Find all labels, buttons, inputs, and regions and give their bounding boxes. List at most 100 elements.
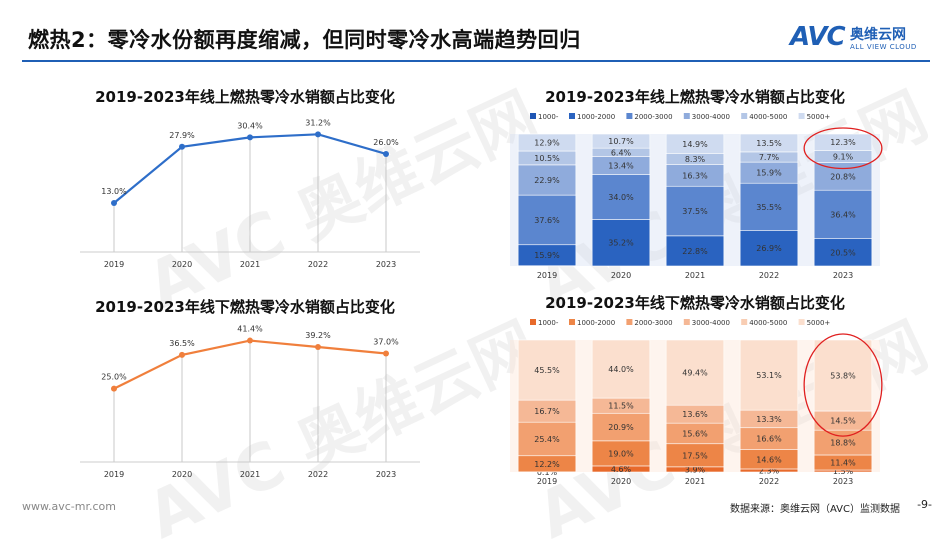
x-tick-label: 2019 <box>537 271 557 280</box>
x-tick-label: 2021 <box>240 470 260 479</box>
segment-label: 35.5% <box>756 203 782 212</box>
avc-logo: AVC 奥维云网 ALL VIEW CLOUD <box>790 20 930 60</box>
data-point <box>247 134 253 140</box>
legend-swatch <box>799 113 805 119</box>
data-point <box>111 386 117 392</box>
legend-label: 1000-2000 <box>577 319 615 327</box>
legend-swatch <box>684 113 690 119</box>
segment-label: 20.9% <box>608 423 634 432</box>
segment-label: 22.9% <box>534 176 560 185</box>
online-stack-svg: 2019-2023年线上燃热零冷水销额占比变化 1000- 1000-2000 200… <box>500 84 890 284</box>
segment-label: 4.6% <box>611 465 632 474</box>
x-tick-label: 2020 <box>611 271 631 280</box>
legend-label: 3000-4000 <box>692 113 730 121</box>
logo-mark: AVC <box>790 22 845 52</box>
online-line-svg: 2019-2023年线上燃热零冷水销额占比变化 13.0% 2019 27.9% 202… <box>60 80 430 275</box>
x-tick-label: 2021 <box>685 477 705 486</box>
x-tick-label: 2022 <box>759 477 779 486</box>
logo-cn-text: 奥维云网 <box>850 24 906 44</box>
segment-label: 11.4% <box>830 458 856 467</box>
data-label: 26.0% <box>373 138 399 147</box>
data-label: 27.9% <box>169 131 195 140</box>
segment-label: 37.5% <box>682 207 708 216</box>
x-tick-label: 2021 <box>240 260 260 269</box>
segment-label: 26.9% <box>756 244 782 253</box>
x-tick-label: 2023 <box>833 271 853 280</box>
offline-stack-svg: 2019-2023年线下燃热零冷水销额占比变化 1000- 1000-2000 200… <box>500 290 890 488</box>
legend-label: 4000-5000 <box>749 113 787 121</box>
segment-label: 6.4% <box>611 148 632 157</box>
x-tick-label: 2020 <box>172 470 192 479</box>
segment-label: 20.5% <box>830 248 856 257</box>
x-tick-label: 2022 <box>308 260 328 269</box>
x-tick-label: 2022 <box>759 271 779 280</box>
logo-en-text: ALL VIEW CLOUD <box>850 43 917 51</box>
chart-online-stack: 2019-2023年线上燃热零冷水销额占比变化 1000- 1000-2000 200… <box>500 84 890 284</box>
x-tick-label: 2020 <box>611 477 631 486</box>
segment-label: 16.6% <box>756 435 782 444</box>
legend-swatch <box>741 113 747 119</box>
legend-swatch <box>799 319 805 325</box>
x-tick-label: 2020 <box>172 260 192 269</box>
legend-label: 2000-3000 <box>634 113 672 121</box>
data-point <box>111 200 117 206</box>
segment-label: 17.5% <box>682 451 708 460</box>
data-label: 31.2% <box>305 118 331 127</box>
legend-label: 5000+ <box>807 319 831 327</box>
segment-label: 16.3% <box>682 171 708 180</box>
offline-line-svg: 2019-2023年线下燃热零冷水销额占比变化25.0%201936.5%202… <box>60 290 430 485</box>
data-point <box>315 131 321 137</box>
segment-label: 34.0% <box>608 193 634 202</box>
data-label: 37.0% <box>373 337 399 346</box>
data-point <box>247 338 253 344</box>
legend-swatch <box>569 113 575 119</box>
x-tick-label: 2019 <box>104 260 124 269</box>
data-label: 25.0% <box>101 373 127 382</box>
segment-label: 12.2% <box>534 460 560 469</box>
segment-label: 53.1% <box>756 371 782 380</box>
segment-label: 13.3% <box>756 415 782 424</box>
data-point <box>383 151 389 157</box>
segment-label: 20.8% <box>830 172 856 181</box>
segment-label: 49.4% <box>682 369 708 378</box>
page-title: 燃热2：零冷水份额再度缩减，但同时零冷水高端趋势回归 <box>28 24 581 54</box>
legend-label: 1000- <box>538 113 559 121</box>
segment-label: 18.8% <box>830 439 856 448</box>
chart-title: 2019-2023年线下燃热零冷水销额占比变化 <box>545 294 845 312</box>
data-label: 30.4% <box>237 121 263 130</box>
chart-title: 2019-2023年线上燃热零冷水销额占比变化 <box>545 88 845 106</box>
page-number: -9- <box>917 498 932 511</box>
legend-label: 5000+ <box>807 113 831 121</box>
x-tick-label: 2022 <box>308 470 328 479</box>
data-point <box>179 144 185 150</box>
header-rule <box>22 60 930 62</box>
segment-label: 45.5% <box>534 366 560 375</box>
legend-swatch <box>626 319 632 325</box>
legend-swatch <box>684 319 690 325</box>
segment-label: 15.6% <box>682 429 708 438</box>
legend-swatch <box>741 319 747 325</box>
legend-label: 2000-3000 <box>634 319 672 327</box>
segment-label: 11.5% <box>608 402 634 411</box>
data-label: 13.0% <box>101 187 127 196</box>
legend-label: 1000- <box>538 319 559 327</box>
segment-label: 7.7% <box>759 153 780 162</box>
legend-label: 1000-2000 <box>577 113 615 121</box>
segment-label: 53.8% <box>830 372 856 381</box>
segment-label: 12.9% <box>534 139 560 148</box>
segment-label: 13.5% <box>756 139 782 148</box>
legend-swatch <box>569 319 575 325</box>
segment-label: 8.3% <box>685 155 706 164</box>
footer-url: www.avc-mr.com <box>22 500 116 513</box>
segment-label: 12.3% <box>830 138 856 147</box>
data-label: 39.2% <box>305 331 331 340</box>
segment-label: 13.4% <box>608 162 634 171</box>
segment-label: 13.6% <box>682 410 708 419</box>
segment-label: 14.6% <box>756 455 782 464</box>
segment-label: 22.8% <box>682 247 708 256</box>
data-point <box>315 344 321 350</box>
chart-title: 2019-2023年线上燃热零冷水销额占比变化 <box>95 88 395 106</box>
segment-label: 9.1% <box>833 152 854 161</box>
data-point <box>179 352 185 358</box>
